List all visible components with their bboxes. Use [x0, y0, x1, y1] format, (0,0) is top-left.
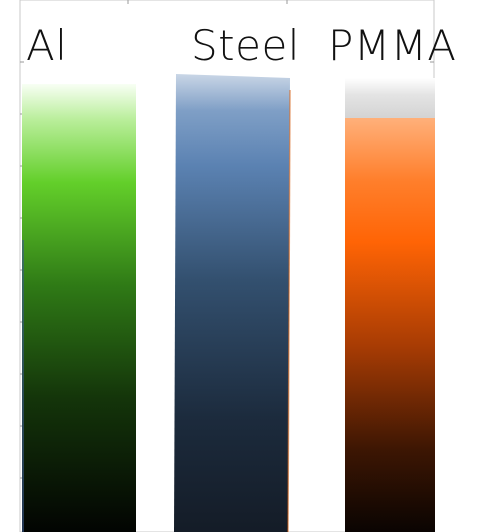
- al-label: Al: [26, 21, 67, 70]
- pmma-label: PMMA: [328, 21, 457, 70]
- al-sample-edge: [22, 240, 24, 532]
- steel-label: Steel: [191, 21, 300, 70]
- pmma-sample-cap: [345, 78, 435, 120]
- steel-sample-edge: [287, 89, 291, 532]
- al-sample-bar: [22, 84, 136, 532]
- pmma-sample-bar: [345, 118, 435, 532]
- steel-sample-bar: [174, 74, 290, 532]
